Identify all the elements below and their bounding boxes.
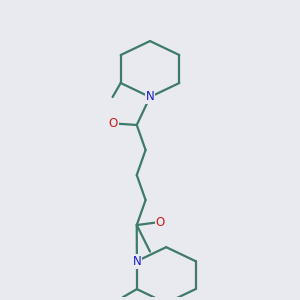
Text: O: O <box>156 216 165 229</box>
Text: N: N <box>146 91 154 103</box>
Text: O: O <box>109 117 118 130</box>
Text: N: N <box>133 255 141 268</box>
